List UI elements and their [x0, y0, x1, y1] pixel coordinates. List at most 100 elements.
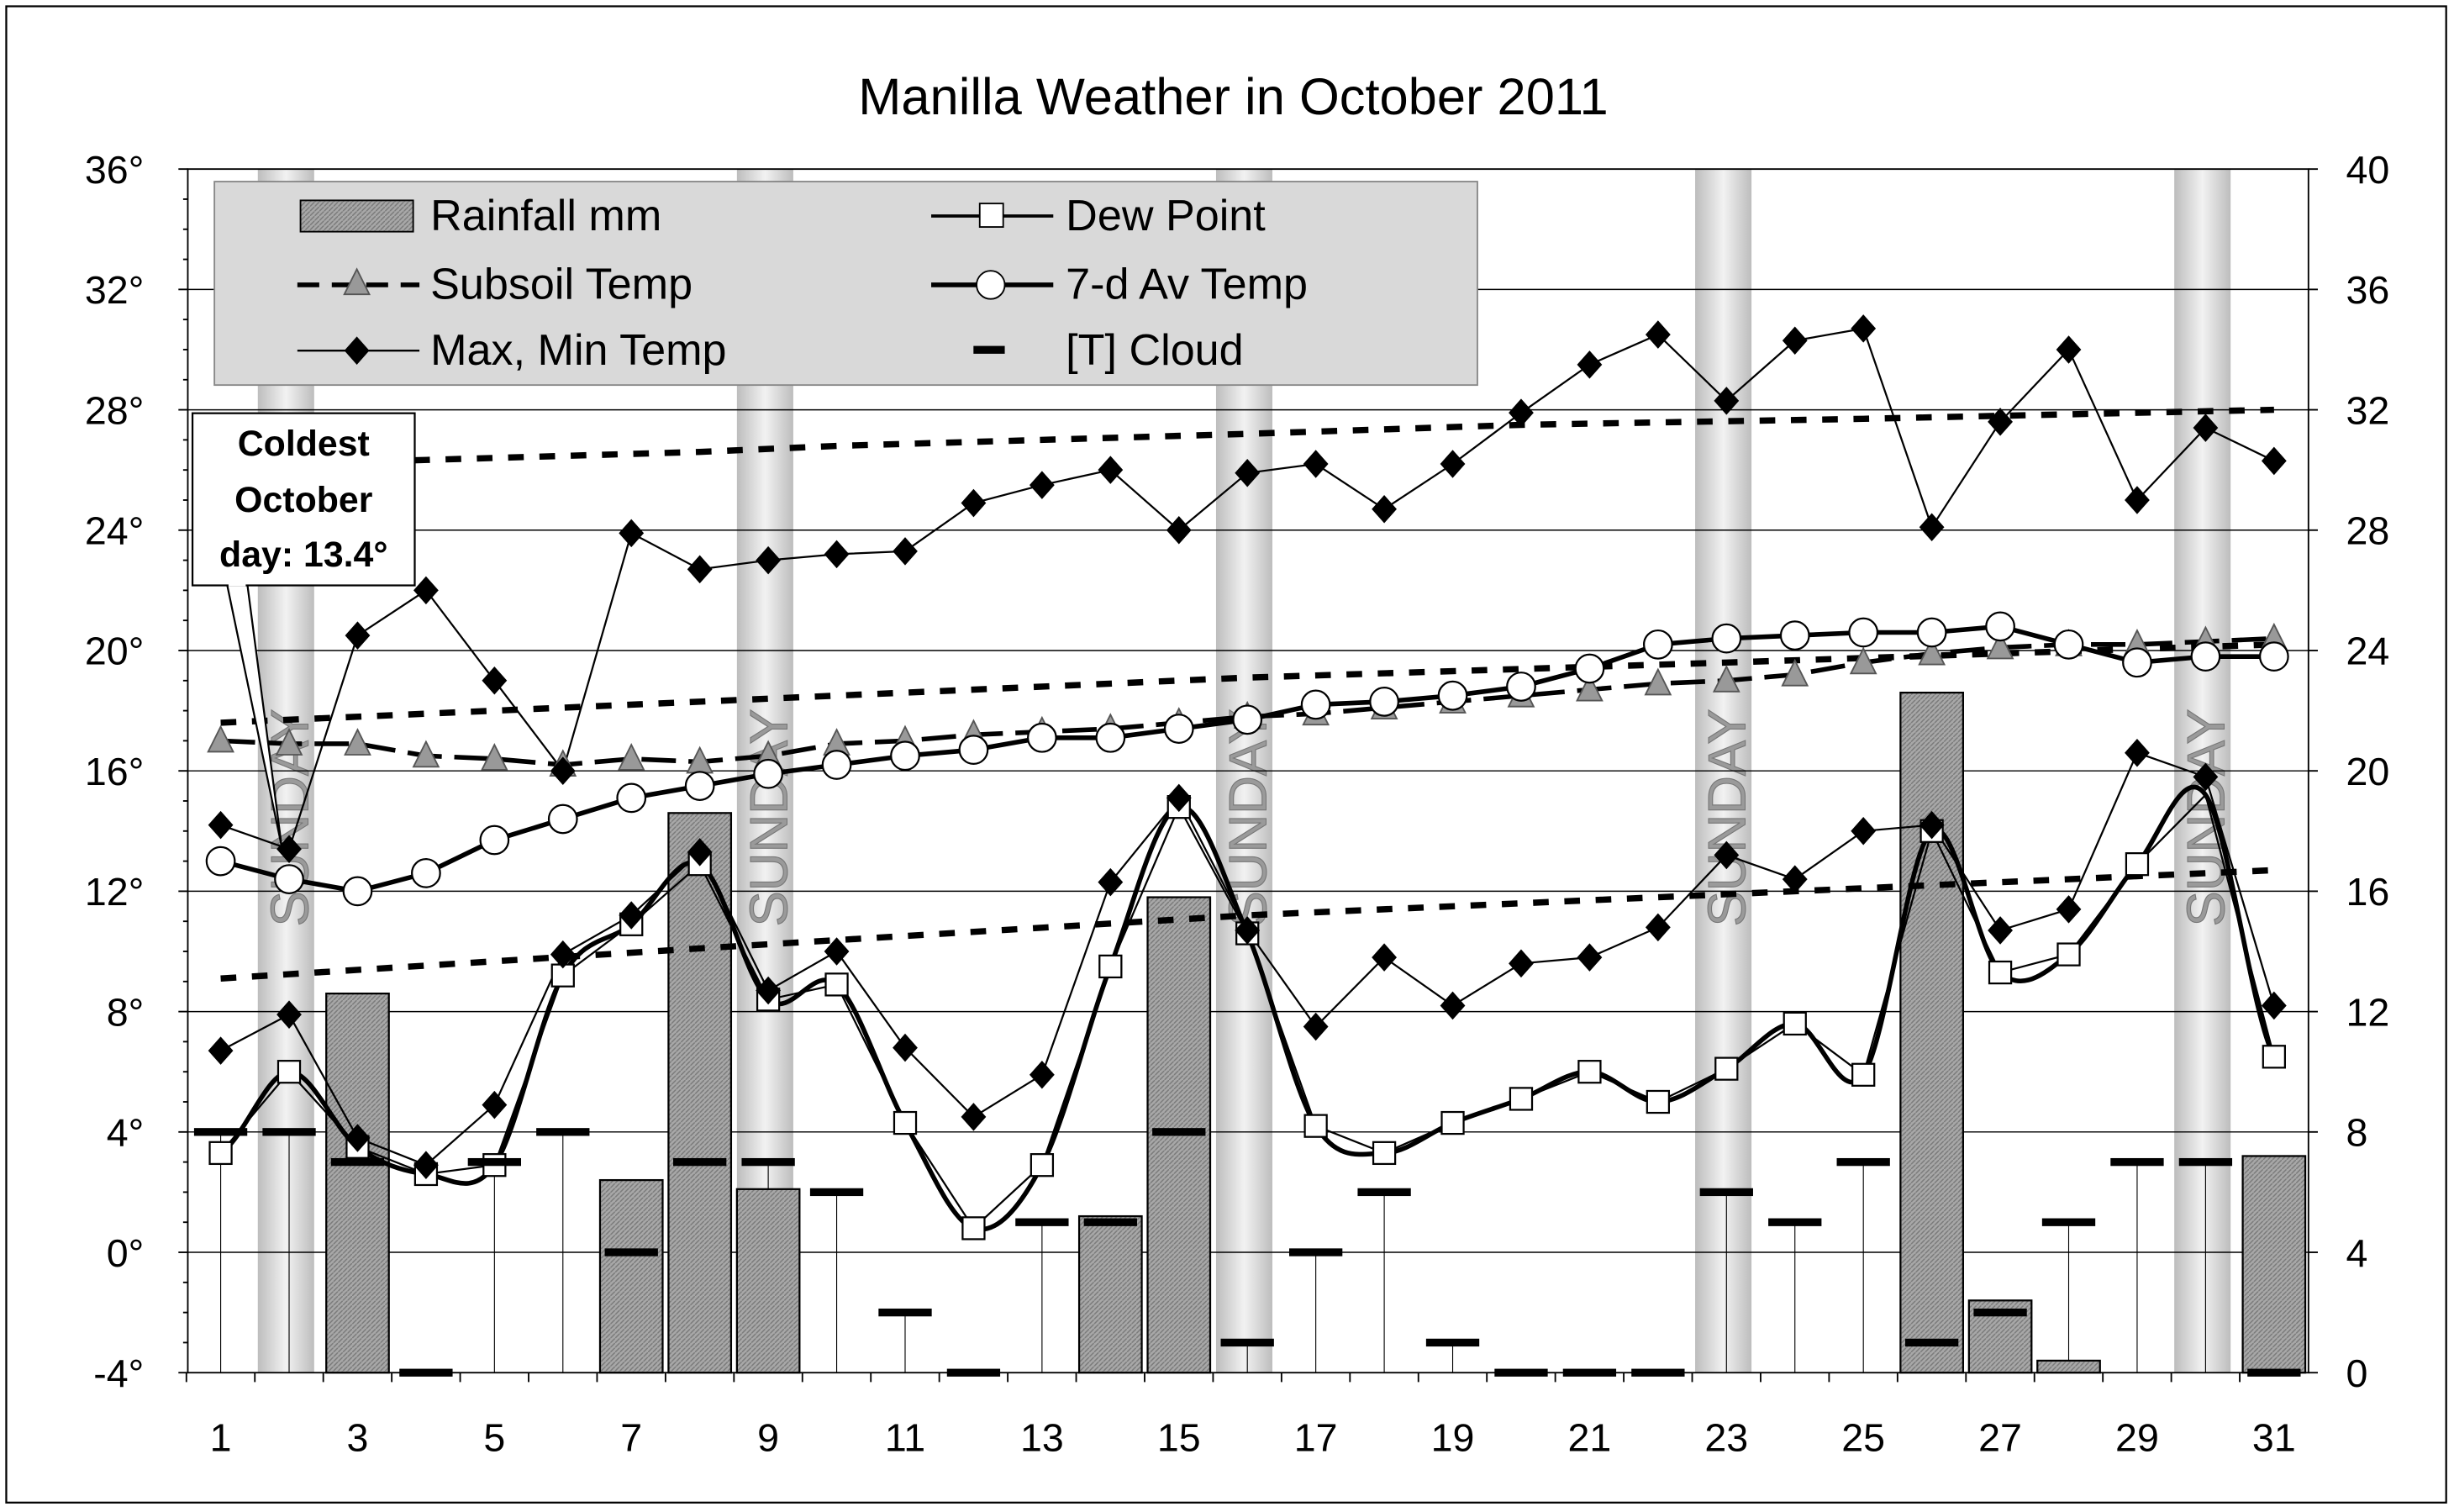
cloud-marker — [1836, 1157, 1890, 1167]
y-left-tick-label: -4° — [93, 1351, 144, 1395]
subsoil-temp-point — [1781, 658, 1809, 687]
legend: Rainfall mm Subsoil Temp Max, Min Temp D… — [213, 181, 1478, 387]
x-tick-label: 25 — [1841, 1415, 1885, 1459]
reference-dotted-line — [288, 406, 2274, 467]
cloud-marker — [2110, 1157, 2164, 1167]
dew-point-point — [824, 972, 849, 997]
seven-day-av-temp-point — [1848, 617, 1879, 648]
x-tick-label: 21 — [1568, 1415, 1612, 1459]
seven-day-av-temp-point — [1642, 629, 1673, 660]
cloud-marker — [193, 1128, 248, 1136]
y-right-tick-label: 32 — [2346, 388, 2390, 432]
legend-cloud-swatch — [973, 345, 1005, 354]
cloud-marker — [1973, 1308, 2027, 1317]
y-left-tick-label: 32° — [85, 268, 144, 312]
seven-day-av-temp-point — [205, 846, 236, 877]
cloud-marker — [809, 1188, 864, 1197]
callout-line-1: Coldest — [238, 424, 370, 464]
dew-point-point — [1577, 1060, 1602, 1084]
seven-day-av-temp-point — [1027, 722, 1057, 753]
seven-day-av-temp-point — [753, 758, 783, 789]
max-temp-point — [550, 756, 576, 785]
min-temp-point — [687, 838, 713, 867]
min-temp-point — [893, 1033, 918, 1062]
min-temp-point — [1372, 943, 1397, 972]
cloud-marker — [1152, 1128, 1206, 1136]
seven-day-av-temp-point — [2053, 629, 2084, 660]
max-temp-point — [2056, 335, 2082, 364]
max-temp-point — [687, 555, 713, 584]
legend-7day: 7-d Av Temp — [1066, 261, 1308, 309]
dew-point-point — [1372, 1141, 1397, 1166]
dew-point-point — [208, 1141, 233, 1166]
rainfall-bar — [325, 993, 390, 1374]
cloud-marker — [1288, 1248, 1343, 1256]
dew-point-point — [1783, 1011, 1807, 1036]
y-left-tick-label: 8° — [107, 990, 145, 1034]
legend-cloud: [T] Cloud — [1066, 326, 1243, 375]
cloud-marker — [741, 1157, 795, 1167]
min-temp-point — [1988, 916, 2013, 945]
cloud-marker — [536, 1128, 590, 1136]
y-left-tick-label: 0° — [107, 1231, 145, 1275]
dew-point-point — [276, 1060, 302, 1084]
seven-day-av-temp-point — [684, 771, 715, 801]
cloud-marker — [330, 1157, 385, 1167]
x-tick-label: 27 — [1978, 1415, 2022, 1459]
seven-day-av-temp-point — [479, 824, 510, 856]
x-tick-label: 23 — [1704, 1415, 1748, 1459]
seven-day-av-temp-point — [1300, 689, 1331, 720]
dew-point-point — [1714, 1056, 1739, 1081]
max-temp-point — [1509, 398, 1534, 427]
legend-rainfall: Rainfall mm — [430, 192, 661, 240]
x-tick-label: 3 — [347, 1415, 369, 1459]
seven-day-av-temp-point — [1779, 620, 1810, 651]
dew-point-point — [2056, 942, 2081, 967]
legend-dewpoint-swatch — [931, 203, 1054, 228]
legend-7day-swatch — [931, 270, 1054, 300]
seven-day-av-temp-point — [616, 782, 647, 814]
seven-day-av-temp-point — [547, 803, 578, 835]
subsoil-temp-point — [1644, 667, 1672, 696]
min-temp-point — [1919, 810, 1945, 840]
seven-day-av-temp-point — [2190, 641, 2221, 672]
min-temp-point — [1440, 991, 1466, 1020]
legend-subsoil-swatch — [297, 267, 420, 296]
min-temp-point — [2125, 738, 2150, 767]
max-temp-point — [2261, 446, 2287, 476]
legend-maxmin: Max, Min Temp — [430, 326, 726, 375]
cloud-marker — [467, 1157, 522, 1167]
cloud-marker — [1425, 1338, 1480, 1347]
cloud-marker — [1768, 1218, 1822, 1226]
legend-dewpoint: Dew Point — [1066, 192, 1266, 240]
seven-day-av-temp-point — [1985, 611, 2015, 642]
seven-day-av-temp-point — [1574, 653, 1605, 684]
seven-day-av-temp-point — [1095, 722, 1126, 753]
y-left-tick-label: 36° — [85, 148, 144, 192]
seven-day-av-temp-point — [1369, 686, 1399, 717]
dew-point-point — [2125, 852, 2150, 877]
x-tick-label: 31 — [2252, 1415, 2296, 1459]
min-temp-point — [1645, 913, 1671, 942]
dew-point-point — [961, 1216, 986, 1241]
y-left-tick-label: 16° — [85, 750, 144, 793]
cloud-marker — [262, 1128, 316, 1136]
x-tick-label: 29 — [2115, 1415, 2159, 1459]
x-tick-label: 9 — [757, 1415, 779, 1459]
subsoil-temp-point — [275, 728, 303, 756]
cloud-marker — [1083, 1218, 1137, 1226]
max-temp-point — [2125, 486, 2150, 514]
seven-day-av-temp-point — [1711, 623, 1742, 654]
subsoil-temp-point — [1849, 646, 1877, 675]
reference-dotted-line — [220, 867, 2275, 982]
x-tick-label: 15 — [1157, 1415, 1201, 1459]
dew-point-point — [1440, 1110, 1465, 1135]
max-temp-point — [1714, 387, 1740, 415]
max-temp-point — [1851, 314, 1877, 343]
subsoil-temp-point — [207, 724, 234, 753]
coldest-day-callout: Coldest October day: 13.4° — [191, 412, 416, 847]
min-temp-point — [1166, 783, 1192, 813]
min-temp-point — [550, 940, 576, 969]
cloud-marker — [878, 1308, 932, 1317]
